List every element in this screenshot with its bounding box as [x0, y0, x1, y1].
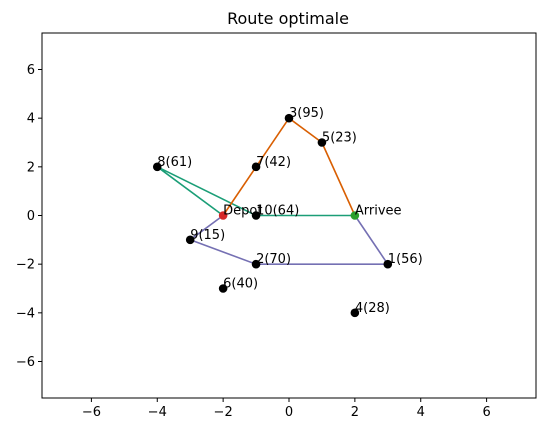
data-point-label-3: 2(70) [256, 252, 291, 267]
x-tick-label-6: 6 [482, 405, 490, 420]
data-point-label-1: Arrivee [355, 204, 402, 219]
data-point-label-0: Depot [223, 204, 262, 219]
data-point-label-4: 3(95) [289, 106, 324, 121]
data-point-label-10: 9(15) [190, 228, 225, 243]
data-point-5 [350, 308, 360, 318]
points-layer [152, 113, 393, 318]
data-point-label-11: 10(64) [256, 204, 299, 219]
data-point-0 [218, 211, 228, 220]
data-point-9 [152, 162, 162, 172]
x-tick-label-1: −4 [148, 405, 167, 420]
data-point-7 [218, 284, 228, 293]
x-tick-label-4: 2 [351, 405, 359, 420]
data-point-2 [383, 259, 393, 269]
data-point-4 [284, 113, 294, 123]
data-point-10 [185, 235, 195, 245]
data-point-label-5: 4(28) [355, 301, 390, 316]
data-point-label-6: 5(23) [322, 131, 357, 146]
point-labels-layer: Depot Arrivee 1(56) 2(70) 3(95) 4(28) 5(23) 6(4… [157, 106, 423, 316]
chart-title: Route optimale [227, 9, 349, 28]
x-tick-label-2: −2 [214, 405, 233, 420]
x-tick-label-3: 0 [285, 405, 293, 420]
data-point-3 [251, 259, 261, 269]
x-tick-label-5: 4 [417, 405, 425, 420]
data-point-label-9: 8(61) [157, 155, 192, 170]
data-point-label-8: 7(42) [256, 155, 291, 170]
y-tick-label-2: −2 [16, 258, 35, 273]
data-point-label-7: 6(40) [223, 277, 258, 292]
y-tick-label-5: 4 [27, 112, 35, 127]
y-tick-label-1: −4 [16, 306, 35, 321]
y-tick-label-6: 6 [27, 63, 35, 78]
axes-layer: −6 −4 −2 0 2 4 6 −6 −4 −2 0 2 4 6 [16, 32, 537, 420]
data-point-6 [317, 138, 327, 147]
y-tick-label-0: −6 [16, 355, 35, 370]
data-point-8 [251, 162, 261, 172]
data-point-11 [251, 211, 261, 220]
y-tick-label-4: 2 [27, 160, 35, 175]
x-tick-label-0: −6 [82, 405, 101, 420]
route-line-1 [156, 166, 355, 217]
y-tick-label-3: 0 [27, 209, 35, 224]
data-point-label-2: 1(56) [388, 252, 423, 267]
data-point-1 [350, 211, 360, 220]
